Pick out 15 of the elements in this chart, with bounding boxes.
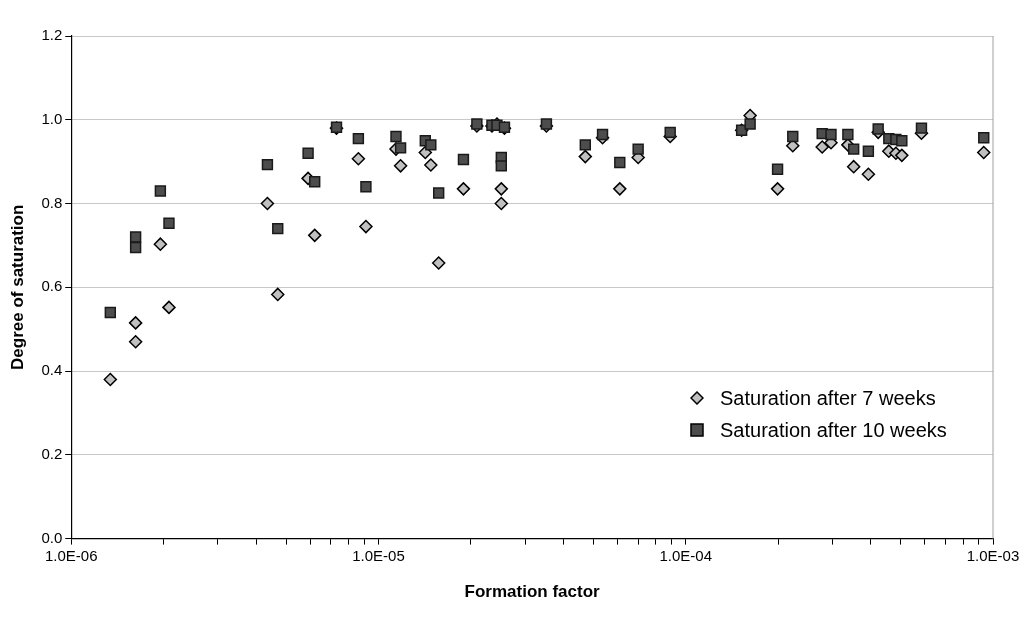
- y-tick-label: 1.0: [41, 109, 63, 127]
- y-tick-label: 0.4: [41, 361, 63, 379]
- x-tick-label: 1.0E-06: [44, 546, 98, 564]
- y-tick-label: 0.0: [41, 528, 63, 546]
- x-tick-label: 1.0E-05: [352, 546, 405, 564]
- y-tick-label: 0.2: [41, 444, 63, 462]
- y-tick-label: 1.2: [41, 26, 63, 44]
- legend-label: Saturation after 10 weeks: [720, 418, 947, 442]
- legend-label: Saturation after 7 weeks: [720, 386, 936, 410]
- x-tick-label: 1.0E-04: [659, 546, 713, 564]
- y-tick-label: 0.8: [41, 193, 63, 211]
- y-axis-title: Degree of saturation: [7, 204, 27, 370]
- x-axis-title: Formation factor: [464, 582, 601, 602]
- y-tick-label: 0.6: [41, 277, 63, 295]
- x-tick-label: 1.0E-03: [966, 546, 1020, 564]
